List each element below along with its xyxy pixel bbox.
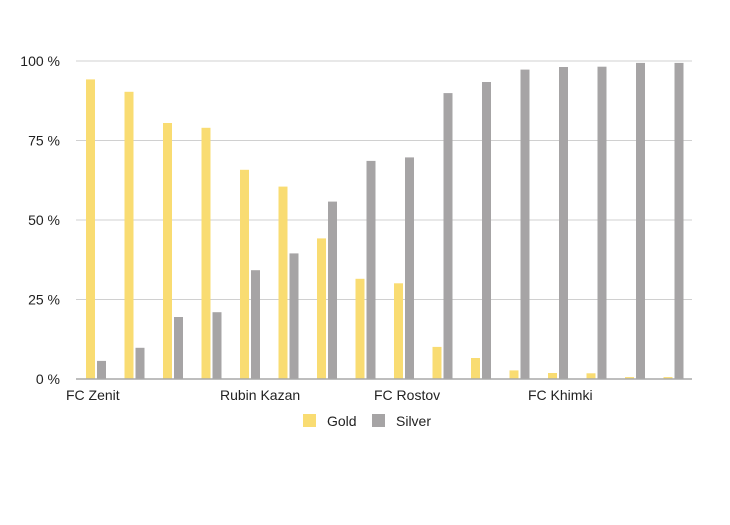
gold-bar — [509, 370, 519, 379]
silver-bar — [443, 93, 453, 379]
y-axis-tick-labels: 0 % 25 % 50 % 75 % 100 % — [20, 53, 60, 387]
silver-bar — [405, 157, 414, 379]
gold-bar — [86, 79, 95, 380]
silver-bar — [251, 270, 260, 379]
silver-bar — [366, 160, 376, 379]
x-category-label: FC Khimki — [528, 387, 593, 403]
legend-swatch-silver — [372, 414, 385, 427]
y-tick-label: 50 % — [28, 212, 60, 228]
gold-bar — [201, 127, 211, 379]
silver-bar — [520, 69, 530, 379]
gold-bar — [355, 278, 365, 379]
gold-bar — [240, 169, 249, 379]
legend-label-gold: Gold — [327, 413, 357, 429]
y-tick-label: 25 % — [28, 292, 60, 308]
silver-bar — [135, 347, 145, 379]
silver-bar — [212, 312, 222, 379]
gold-bar — [278, 186, 288, 379]
x-axis-category-labels: FC Zenit Rubin Kazan FC Rostov FC Khimki — [66, 387, 593, 403]
gold-bar — [124, 91, 134, 380]
gridlines — [76, 60, 692, 300]
x-category-label: FC Zenit — [66, 387, 120, 403]
gold-bar — [163, 123, 172, 379]
gold-bar — [394, 283, 403, 379]
silver-bar — [597, 66, 607, 379]
gold-bar — [317, 238, 326, 379]
legend-swatch-gold — [303, 414, 316, 427]
silver-bar — [174, 317, 183, 379]
silver-bar — [482, 82, 491, 379]
silver-bar — [328, 201, 337, 379]
x-category-label: Rubin Kazan — [220, 387, 300, 403]
x-category-label: FC Rostov — [374, 387, 440, 403]
silver-bar — [97, 360, 106, 379]
gold-bar — [663, 377, 673, 379]
gold-bar — [586, 373, 596, 379]
gold-bar — [471, 358, 480, 379]
legend: Gold Silver — [303, 413, 431, 429]
y-tick-label: 0 % — [36, 371, 60, 387]
legend-label-silver: Silver — [396, 413, 431, 429]
silver-bar — [674, 62, 684, 380]
silver-bar — [289, 253, 299, 379]
y-tick-label: 100 % — [20, 53, 60, 69]
silver-bar — [636, 62, 645, 380]
gold-bar — [432, 346, 442, 379]
y-tick-label: 75 % — [28, 133, 60, 149]
silver-bar — [559, 67, 568, 379]
gold-bar — [548, 373, 557, 379]
bars — [86, 62, 684, 380]
gold-bar — [625, 377, 634, 379]
